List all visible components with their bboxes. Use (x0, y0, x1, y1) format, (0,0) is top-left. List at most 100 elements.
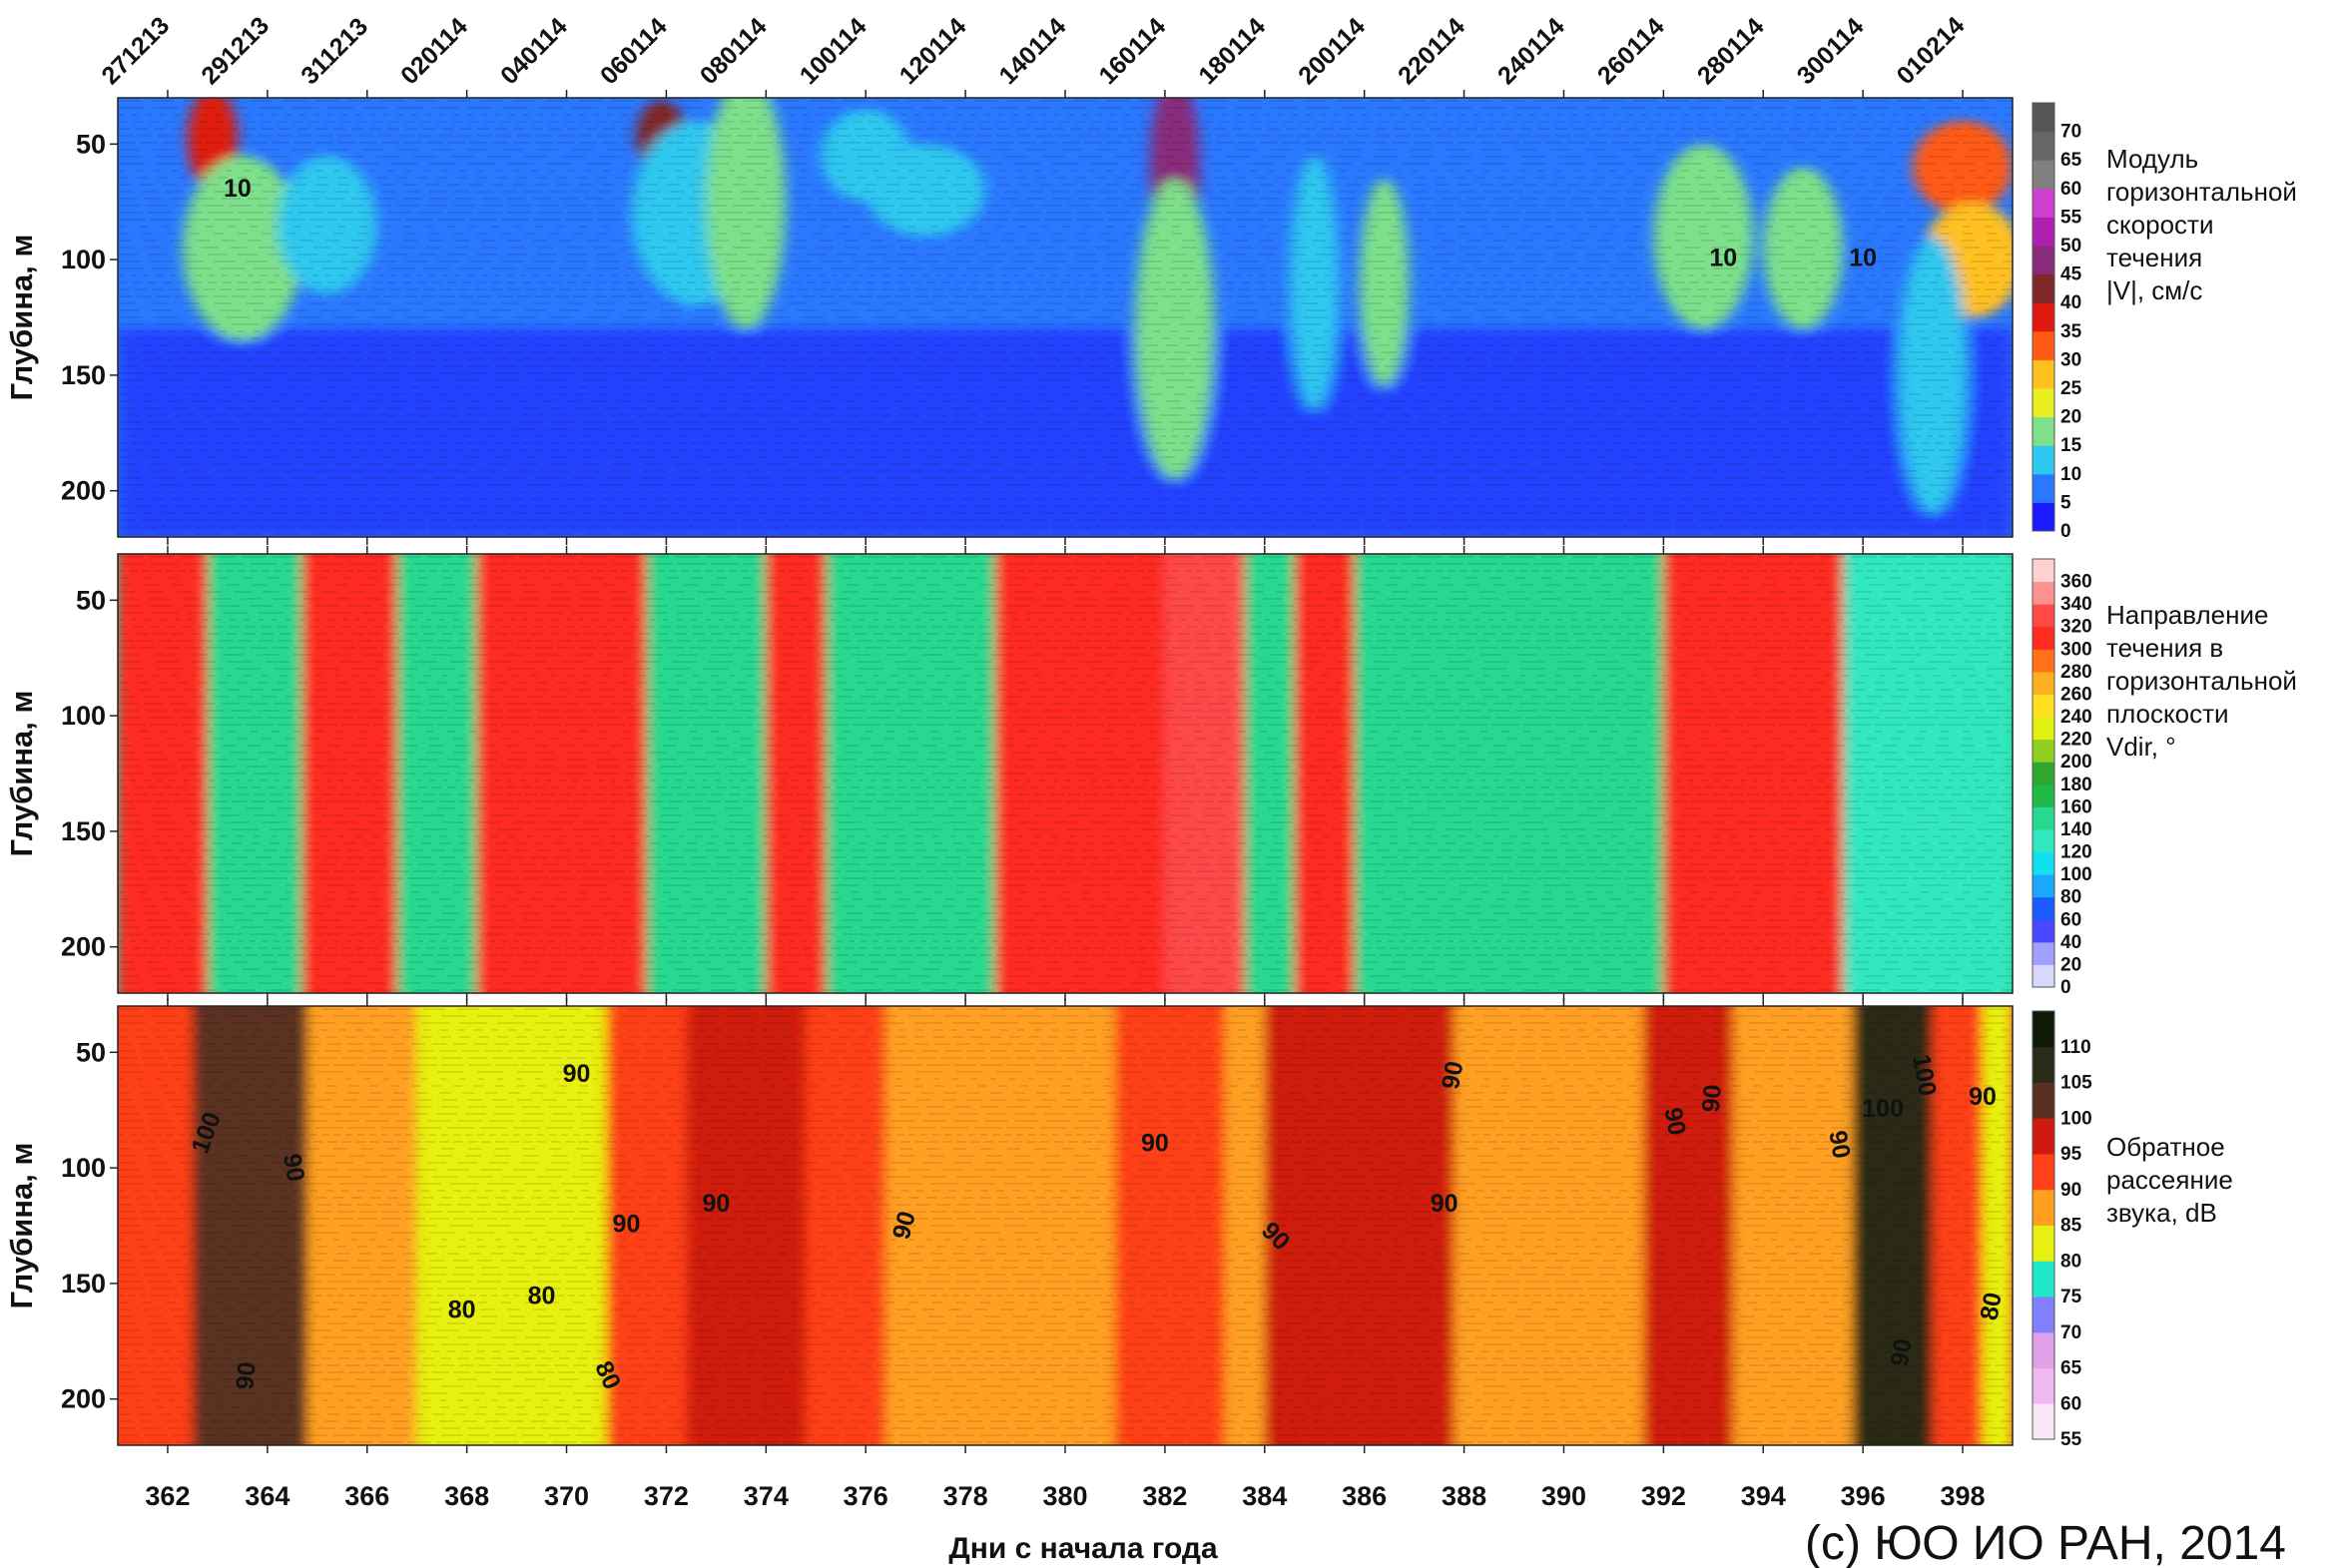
colorbar-title-line: течения в (2106, 633, 2223, 663)
contour-label: 90 (1437, 1059, 1468, 1091)
heat-band (192, 1006, 307, 1445)
colorbar-tick-label: 220 (2060, 730, 2092, 751)
heat-band (1643, 1006, 1734, 1445)
colorbar-swatch (2033, 1225, 2054, 1262)
colorbar-frame (2032, 102, 2055, 532)
heat-band (1933, 1006, 1984, 1445)
colorbar-swatch (2033, 445, 2054, 475)
heat-band (476, 554, 647, 993)
x-tick-label: 386 (1342, 1481, 1387, 1511)
y-tick-label: 200 (61, 1384, 106, 1414)
colorbar-swatch (2033, 502, 2054, 532)
colorbar-title-line: Модуль (2106, 144, 2198, 174)
colorbar-tick-label: 100 (2060, 1108, 2092, 1129)
heat-blob (1359, 179, 1410, 387)
date-tick-label: 140114 (993, 12, 1071, 90)
date-tick-label: 280114 (1692, 12, 1770, 90)
colorbar-tick-label: 360 (2060, 572, 2092, 593)
colorbar-swatch (2033, 941, 2054, 965)
colorbar-swatch (2033, 919, 2054, 943)
contour-label: 90 (702, 1190, 730, 1218)
colorbar-tick-label: 120 (2060, 842, 2092, 863)
colorbar: 0204060801001201401601802002202402602803… (2032, 558, 2297, 998)
heat-band (646, 554, 767, 993)
contour-label: 100 (1862, 1095, 1904, 1123)
contour-label: 90 (1697, 1083, 1727, 1113)
date-tick-label: 291213 (196, 11, 275, 90)
x-axis: 362 364 366 368 370 372 374 376 378 380 382 384 386 3… (145, 1481, 1985, 1511)
date-tick-label: 100114 (795, 12, 873, 90)
colorbar-tick-label: 30 (2060, 349, 2081, 370)
colorbar-swatch (2033, 160, 2054, 190)
colorbar-swatch (2033, 1331, 2054, 1368)
contour-label: 10 (224, 175, 252, 203)
heat-band (1244, 554, 1295, 993)
colorbar-tick-label: 65 (2060, 150, 2082, 171)
heat-band (118, 1006, 193, 1445)
colorbar-swatch (2033, 1118, 2054, 1155)
colorbar-swatch (2033, 784, 2054, 807)
heat-band (306, 1006, 417, 1445)
x-tick-label: 362 (145, 1481, 190, 1511)
colorbar-frame (2032, 558, 2055, 988)
contour-label: 80 (448, 1296, 476, 1323)
colorbar-tick-label: 0 (2060, 977, 2071, 998)
heat-blob (706, 98, 787, 329)
contour-label: 90 (613, 1211, 641, 1239)
heat-band (118, 328, 2013, 537)
date-tick-label: 311213 (295, 12, 373, 90)
heat-band (686, 1006, 807, 1445)
texture (118, 100, 2013, 535)
plot-area (118, 98, 2013, 537)
heat-blob (182, 155, 302, 341)
data-field (118, 1006, 2013, 1445)
heat-blob (1913, 121, 2013, 214)
colorbar-tick-label: 55 (2060, 1429, 2082, 1450)
date-axis: 271213 291213 311213 020114 040114 060114 0801… (96, 11, 1970, 90)
x-tick-label: 368 (444, 1481, 489, 1511)
heat-blob (1898, 236, 1969, 514)
colorbar-swatch (2033, 1082, 2054, 1119)
y-axis-label: Глубина, м (4, 691, 39, 857)
date-tick-label: 180114 (1193, 12, 1271, 90)
colorbar-tick-label: 300 (2060, 639, 2092, 660)
colorbar-swatch (2033, 806, 2054, 830)
colorbar-swatch (2033, 246, 2054, 275)
heat-band (1553, 554, 1664, 993)
contour-label: 90 (1823, 1129, 1855, 1161)
colorbar-title-line: |V|, см/с (2106, 275, 2202, 305)
colorbar-frame (2032, 1010, 2055, 1440)
colorbar-tick-label: 280 (2060, 662, 2092, 683)
colorbar-tick-label: 70 (2060, 1322, 2081, 1343)
colorbar-swatch (2033, 559, 2054, 583)
colorbar-swatch (2033, 581, 2054, 605)
colorbar-swatch (2033, 103, 2054, 133)
copyright-note: (c) ЮО ИО РАН, 2014 (1805, 1517, 2286, 1568)
date-tick-label: 300114 (1792, 12, 1870, 90)
heat-band (1853, 1006, 1934, 1445)
heat-band (1114, 1006, 1225, 1445)
colorbar-swatch (2033, 217, 2054, 247)
colorbar-swatch (2033, 1367, 2054, 1404)
y-axis-label: Глубина, м (4, 235, 39, 401)
heat-band (826, 554, 996, 993)
colorbar-swatch (2033, 1189, 2054, 1226)
x-tick-label: 388 (1442, 1481, 1486, 1511)
x-axis-label: Дни с начала года (948, 1532, 1218, 1565)
data-field (118, 554, 2013, 993)
y-tick-label: 150 (61, 816, 106, 846)
colorbar-tick-label: 75 (2060, 1287, 2082, 1307)
colorbar-tick-label: 140 (2060, 819, 2092, 840)
x-tick-label: 396 (1841, 1481, 1886, 1511)
x-tick-label: 390 (1541, 1481, 1586, 1511)
x-tick-label: 384 (1242, 1481, 1287, 1511)
colorbar: 0 5 10 15 20 25 30 35 40 45 50 55 60 65 70 Модульгоризо… (2032, 102, 2297, 542)
colorbar-swatch (2033, 694, 2054, 718)
colorbar-tick-label: 180 (2060, 775, 2092, 795)
y-tick-label: 50 (76, 585, 106, 615)
date-tick-label: 240114 (1492, 12, 1570, 90)
y-tick-label: 200 (61, 932, 106, 962)
x-tick-label: 372 (644, 1481, 689, 1511)
